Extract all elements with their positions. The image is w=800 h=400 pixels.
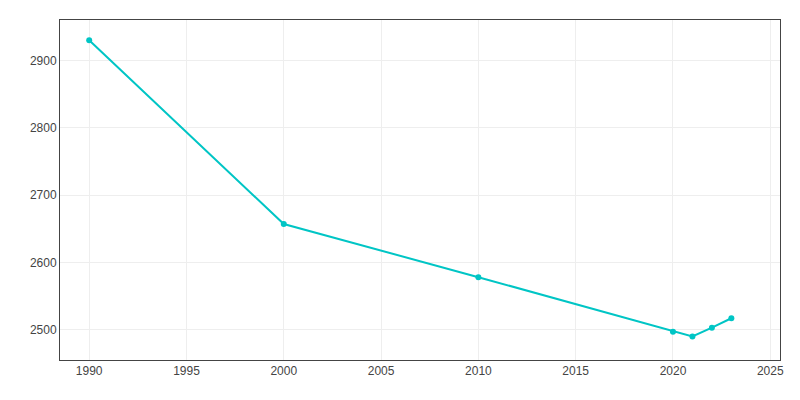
svg-text:1995: 1995 — [173, 364, 200, 378]
svg-text:2000: 2000 — [270, 364, 297, 378]
svg-text:2010: 2010 — [465, 364, 492, 378]
svg-text:2800: 2800 — [30, 121, 57, 135]
svg-text:2600: 2600 — [30, 256, 57, 270]
svg-text:2900: 2900 — [30, 54, 57, 68]
svg-text:1990: 1990 — [76, 364, 103, 378]
svg-text:2500: 2500 — [30, 323, 57, 337]
svg-text:2005: 2005 — [368, 364, 395, 378]
svg-text:2020: 2020 — [660, 364, 687, 378]
svg-text:2015: 2015 — [562, 364, 589, 378]
svg-text:2700: 2700 — [30, 188, 57, 202]
svg-text:2025: 2025 — [757, 364, 784, 378]
